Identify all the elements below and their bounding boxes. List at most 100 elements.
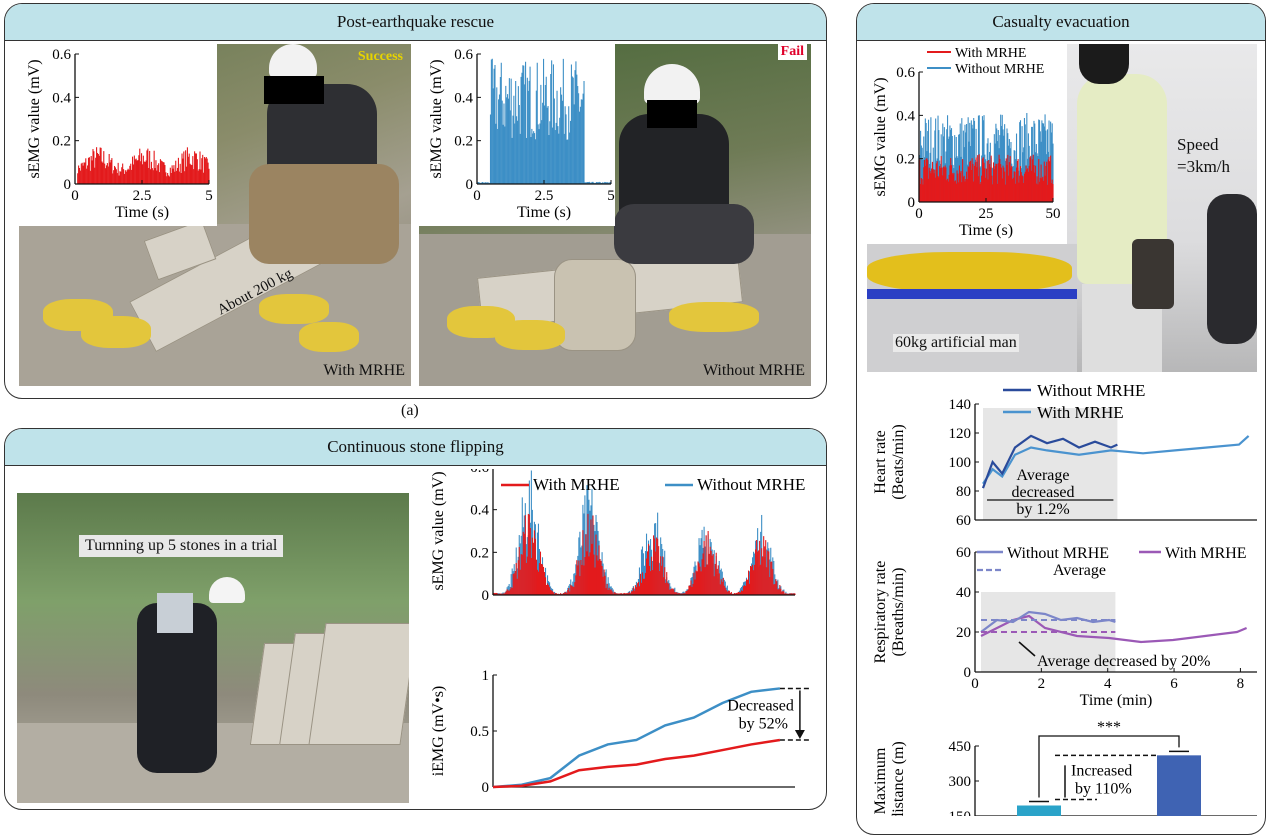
semg-chart-without: 0 0.2 0.4 0.6 0 2.5 5 Time (s) sEMG value (mV) [428, 47, 615, 221]
annotation-line2: by 52% [739, 715, 788, 732]
annot-line1: Increased [1071, 762, 1132, 779]
annot-line2: decreased [1011, 484, 1074, 501]
iemg-line-without [492, 687, 781, 789]
y-axis-label: sEMG value (mV) [428, 59, 445, 178]
x-tick-label: 5 [205, 188, 213, 204]
annot: Average decreased by 20% [1037, 653, 1210, 670]
iemg-line-with [492, 738, 781, 789]
respiratory-rate-chart: 0 20 40 60 0 2 4 6 8 Time (min) Respiratory rate (B… [872, 545, 1257, 708]
legend-without: Without MRHE [1037, 381, 1145, 400]
legend-with: With MRHE [1037, 403, 1124, 422]
semg-chart-evac: 0 0.2 0.4 0.6 0 25 50 Time (s) sEMG value (mV) Wi… [872, 46, 1061, 239]
x-tick-label: 50 [1046, 206, 1061, 222]
y-tick-label: 0 [64, 177, 72, 193]
y-tick-label: 0.4 [470, 503, 489, 519]
y-axis-label: Respiratory rate [872, 561, 889, 664]
y-tick-label: 0.6 [454, 47, 473, 63]
speed-label: Speed =3km/h [1177, 134, 1230, 178]
x-axis-label: Time (s) [115, 204, 169, 221]
x-tick-label: 6 [1170, 676, 1178, 692]
annot-arrow [1018, 641, 1036, 657]
y-axis-label: Heart rate [872, 430, 889, 494]
flip-semg-chart: 0 0.2 0.4 0.6 sEMG value (mV) With MRHE Withou… [430, 469, 805, 604]
panel-title: Casualty evacuation [857, 4, 1265, 41]
panel-title: Continuous stone flipping [5, 429, 826, 466]
legend-with: With MRHE [533, 475, 620, 494]
shaded-region [983, 408, 1118, 520]
y-tick-label: 150 [949, 809, 972, 816]
y-tick-label: 0 [482, 588, 490, 604]
success-label: Success [357, 49, 403, 64]
y-tick-label: 0.2 [896, 152, 915, 168]
y-tick-label: 0.4 [52, 90, 71, 106]
x-tick-label: 0 [971, 676, 979, 692]
rescue-photo-without: Fail Without MRHE 0 0.2 0.4 0.6 0 2.5 5 Time (s… [419, 44, 811, 386]
annotation-line1: Decreased [727, 697, 794, 714]
arrow-head [794, 729, 805, 739]
y-tick-label: 100 [949, 455, 972, 471]
x-axis-label: Time (s) [959, 222, 1013, 239]
y-axis-label: sEMG value (mV) [26, 59, 43, 178]
x-tick-label: 0 [915, 206, 923, 222]
sig-label: *** [1097, 719, 1121, 736]
sig-bracket [1038, 735, 1180, 798]
x-tick-label: 0 [71, 188, 79, 204]
x-tick-label: 4 [1104, 676, 1112, 692]
y-tick-label: 0 [964, 665, 972, 681]
flip-photo-label: Turnning up 5 stones in a trial [79, 535, 284, 557]
y-axis-label: Maximum [872, 747, 889, 814]
stretcher-label: 60kg artificial man [893, 334, 1019, 352]
y-tick-label: 0.4 [896, 108, 915, 124]
y-axis-label: sEMG value (mV) [430, 471, 447, 590]
x-tick-label: 0 [473, 188, 481, 204]
y-tick-label: 0.2 [454, 134, 473, 150]
y-axis-label: distance (m) [890, 741, 907, 816]
y-tick-label: 20 [956, 625, 971, 641]
y-tick-label: 0 [466, 177, 474, 193]
bar-with [1017, 805, 1061, 816]
hr-line-without [981, 434, 1118, 489]
x-axis-label: Time (min) [1080, 692, 1153, 708]
panel-stone-flipping: Continuous stone flipping Turnning up 5 … [4, 428, 827, 810]
x-tick-label: 2.5 [535, 188, 554, 204]
legend-without: Without MRHE [697, 475, 805, 494]
fail-label: Fail [777, 44, 807, 60]
y-tick-label: 60 [956, 545, 971, 561]
y-tick-label: 0.5 [470, 724, 489, 740]
x-tick-label: 2.5 [133, 188, 152, 204]
panel-title: Post-earthquake rescue [5, 4, 826, 41]
x-tick-label: 2 [1038, 676, 1046, 692]
figure-caption-a: (a) [401, 402, 419, 419]
y-axis-label: iEMG (mV•s) [430, 686, 447, 776]
x-tick-label: 5 [607, 188, 615, 204]
y-tick-label: 0.2 [470, 545, 489, 561]
y-tick-label: 40 [956, 585, 971, 601]
annot-line3: by 1.2% [1016, 501, 1069, 518]
y-tick-label: 450 [949, 739, 972, 755]
y-tick-label: 140 [949, 397, 972, 413]
legend-with: With MRHE [1165, 545, 1247, 562]
semg-inset-evac: 0 0.2 0.4 0.6 0 25 50 Time (s) sEMG value (mV) Wi… [867, 44, 1067, 244]
annot-line2: by 110% [1075, 780, 1132, 797]
legend-with: With MRHE [955, 46, 1026, 61]
y-tick-label: 0.6 [896, 65, 915, 81]
semg-chart-with: 0 0.2 0.4 0.6 0 2.5 5 Time (s) sEMG value (mV) [26, 47, 213, 221]
panel-casualty-evacuation: Casualty evacuation Speed =3km/h 60kg ar… [856, 3, 1266, 835]
y-axis-label: (Beats/min) [890, 424, 907, 500]
legend-avg: Average [1053, 562, 1106, 579]
hr-line-with [982, 435, 1250, 485]
speed-label-line2: =3km/h [1177, 157, 1231, 176]
y-axis-label: (Breaths/min) [890, 568, 907, 657]
y-tick-label: 0.4 [454, 90, 473, 106]
y-tick-label: 60 [956, 513, 971, 528]
rescue-photo-with: About 200 kg Success With MRHE 0 0.2 0.4 0.… [19, 44, 411, 386]
flip-photo: Turnning up 5 stones in a trial [17, 493, 409, 803]
y-tick-label: 300 [949, 774, 972, 790]
annot-line1: Average [1017, 467, 1070, 484]
y-tick-label: 1 [482, 668, 490, 684]
y-tick-label: 120 [949, 426, 972, 442]
y-tick-label: 0.6 [52, 47, 71, 63]
speed-label-line1: Speed [1177, 135, 1219, 154]
